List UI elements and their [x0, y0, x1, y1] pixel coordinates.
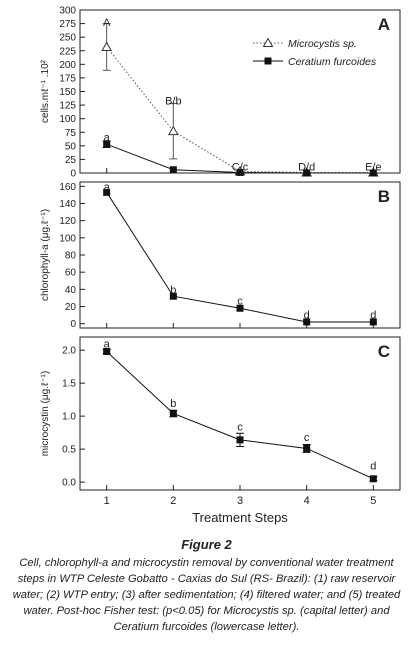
significance-label: d: [370, 309, 376, 321]
significance-label: B/b: [165, 96, 182, 108]
data-point: [101, 41, 113, 51]
y-tick-label: 20: [65, 302, 77, 313]
x-tick-label: 3: [237, 495, 243, 507]
series-line: [106, 351, 374, 480]
plot-frame: [79, 9, 401, 174]
significance-label: d: [304, 309, 310, 321]
x-tick-label: 4: [304, 495, 310, 507]
y-tick-label: 125: [59, 101, 76, 112]
y-tick-label: 0.0: [62, 478, 76, 489]
y-tick-label: 225: [59, 46, 76, 57]
data-point: [236, 436, 244, 444]
data-point: [303, 169, 311, 177]
y-tick-label: 175: [59, 73, 76, 84]
x-tick-label: 2: [170, 495, 176, 507]
data-point: [169, 166, 177, 174]
y-tick-label: 200: [59, 60, 76, 71]
legend-marker: [264, 57, 272, 65]
panel-b: 0 20 40 60 80 100 120 140 160 chlorophyll-a (μg.ℓ…: [40, 181, 401, 330]
y-tick-label: 0.5: [62, 445, 76, 456]
figure-title: Figure 2: [181, 537, 232, 552]
y-tick-label: 40: [65, 285, 77, 296]
panel-letter: B: [378, 187, 390, 206]
data-point: [369, 318, 377, 326]
y-tick-label: 50: [65, 141, 77, 152]
y-tick-label: 75: [65, 128, 77, 139]
series-line: [103, 188, 377, 326]
x-tick-label: 5: [370, 495, 376, 507]
data-point: [103, 140, 111, 148]
y-axis-label: chlorophyll-a (μg.ℓ⁻¹): [40, 209, 51, 301]
y-tick-label: 250: [59, 33, 76, 44]
significance-label: b: [170, 284, 176, 296]
series-line: [102, 348, 378, 483]
data-point: [236, 304, 244, 312]
figure-caption-block: Figure 2 Cell, chlorophyll-a and microcy…: [8, 537, 405, 635]
panel-letter: C: [378, 342, 390, 361]
x-axis-label: Treatment Steps: [192, 510, 288, 525]
significance-label: A: [103, 17, 111, 29]
x-tick-label: 1: [104, 495, 110, 507]
data-point: [169, 410, 177, 417]
y-tick-label: 0: [70, 169, 76, 180]
y-tick-label: 150: [59, 87, 76, 98]
data-point: [369, 169, 377, 177]
legend-entry: Microcystis sp.: [288, 38, 357, 50]
significance-label: b: [170, 398, 176, 410]
y-tick-label: 2.0: [62, 346, 76, 357]
y-tick-label: 0: [70, 319, 76, 330]
y-tick-label: 120: [59, 216, 76, 227]
significance-label: a: [104, 339, 111, 351]
y-axis-label: cells.mℓ⁻¹ .10²: [40, 59, 51, 123]
panel-a: 0 25 50 75 100 125 150 175 200 225 250 275 300 cells.…: [40, 6, 401, 180]
significance-label: a: [104, 181, 111, 193]
data-point: [169, 292, 177, 300]
y-tick-label: 1.0: [62, 412, 76, 423]
y-tick-label: 60: [65, 268, 77, 279]
legend: Microcystis sp. Ceratium furcoides: [253, 37, 377, 68]
y-tick-label: 100: [59, 233, 76, 244]
data-point: [103, 348, 111, 356]
legend-marker: [262, 37, 274, 47]
y-tick-label: 100: [59, 114, 76, 125]
significance-label: c: [304, 432, 310, 444]
significance-label: E/e: [365, 161, 382, 173]
data-point: [303, 318, 311, 326]
series-ceratium-furcoides: [102, 140, 377, 177]
significance-label: c: [237, 422, 243, 434]
series-line: [106, 46, 374, 173]
significance-label: a: [104, 132, 111, 144]
data-point: [369, 475, 377, 483]
data-point: [303, 444, 311, 452]
y-axis-label: microcystin (μg.ℓ⁻¹): [40, 371, 51, 456]
figure-caption: Cell, chlorophyll-a and microcystin remo…: [12, 557, 401, 633]
data-point: [236, 168, 244, 176]
panel-c: 0.0 0.5 1.0 1.5 2.0 1 2 3 4 5 microcystin (μg.ℓ⁻¹)…: [40, 336, 401, 525]
data-point: [167, 125, 179, 136]
panel-letter: A: [378, 15, 390, 34]
y-tick-label: 160: [59, 182, 76, 193]
figure-chart: 0255075100125150175200225250275300cells.…: [40, 6, 401, 525]
y-tick-label: 80: [65, 251, 77, 262]
y-tick-label: 300: [59, 6, 76, 17]
significance-label: d: [370, 461, 376, 473]
significance-label: D/d: [298, 161, 315, 173]
data-point: [103, 188, 111, 196]
plot-frame: [79, 336, 401, 491]
y-tick-label: 275: [59, 19, 76, 30]
significance-label: C/c: [232, 161, 249, 173]
y-tick-label: 140: [59, 199, 76, 210]
y-tick-label: 25: [65, 155, 77, 166]
significance-label: c: [237, 296, 243, 308]
y-tick-label: 1.5: [62, 379, 76, 390]
legend-entry: Ceratium furcoides: [288, 56, 377, 68]
